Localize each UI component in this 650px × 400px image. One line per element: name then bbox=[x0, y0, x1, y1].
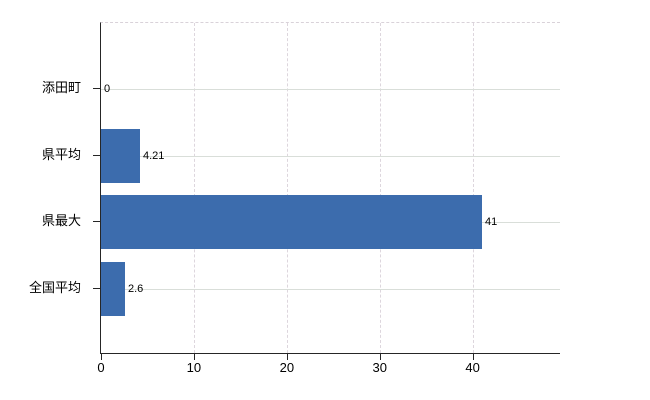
category-label: 県平均 bbox=[41, 146, 81, 162]
vertical-gridline bbox=[379, 23, 381, 353]
category-label: 添田町 bbox=[41, 80, 81, 96]
y-axis-tick bbox=[93, 154, 100, 156]
y-axis-tick bbox=[93, 287, 100, 289]
value-label: 41 bbox=[485, 216, 498, 229]
x-axis-tick bbox=[101, 354, 102, 360]
value-label: 0 bbox=[104, 83, 111, 96]
x-axis-tick-label: 40 bbox=[465, 360, 480, 375]
horizontal-gridline bbox=[101, 155, 560, 157]
y-axis-tick bbox=[93, 221, 100, 223]
x-axis-tick-label: 20 bbox=[279, 360, 295, 375]
category-label: 全国平均 bbox=[28, 279, 81, 295]
category-label: 県最大 bbox=[41, 213, 81, 229]
horizontal-gridline bbox=[101, 288, 560, 290]
x-axis-tick bbox=[379, 354, 381, 360]
plot-area: 0 4.21 41 2.6 bbox=[100, 22, 560, 354]
value-label: 4.21 bbox=[143, 149, 165, 162]
vertical-gridline bbox=[286, 23, 288, 353]
y-axis-tick bbox=[93, 88, 100, 90]
x-axis-tick-label: 10 bbox=[186, 360, 202, 375]
x-axis-tick bbox=[193, 354, 195, 360]
x-axis-tick bbox=[286, 354, 288, 360]
x-axis-tick bbox=[472, 354, 474, 360]
vertical-gridline bbox=[472, 23, 474, 353]
vertical-gridline bbox=[193, 23, 195, 353]
value-label: 2.6 bbox=[128, 282, 144, 295]
bar-県平均 bbox=[101, 128, 140, 183]
x-axis-tick-label: 30 bbox=[372, 360, 387, 375]
horizontal-gridline bbox=[101, 89, 560, 91]
bar-全国平均 bbox=[101, 261, 125, 316]
x-axis-tick-label: 0 bbox=[97, 360, 105, 375]
bar-県最大 bbox=[101, 195, 482, 250]
